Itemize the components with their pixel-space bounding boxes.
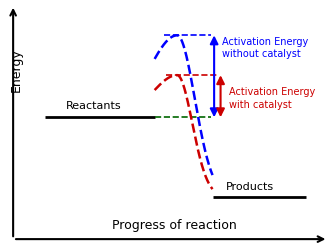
Text: Products: Products (225, 182, 273, 192)
Text: Energy: Energy (10, 49, 23, 92)
Text: Activation Energy
with catalyst: Activation Energy with catalyst (228, 87, 315, 110)
Text: Progress of reaction: Progress of reaction (112, 219, 236, 232)
Text: Activation Energy
without catalyst: Activation Energy without catalyst (222, 37, 309, 60)
Text: Reactants: Reactants (66, 102, 121, 112)
